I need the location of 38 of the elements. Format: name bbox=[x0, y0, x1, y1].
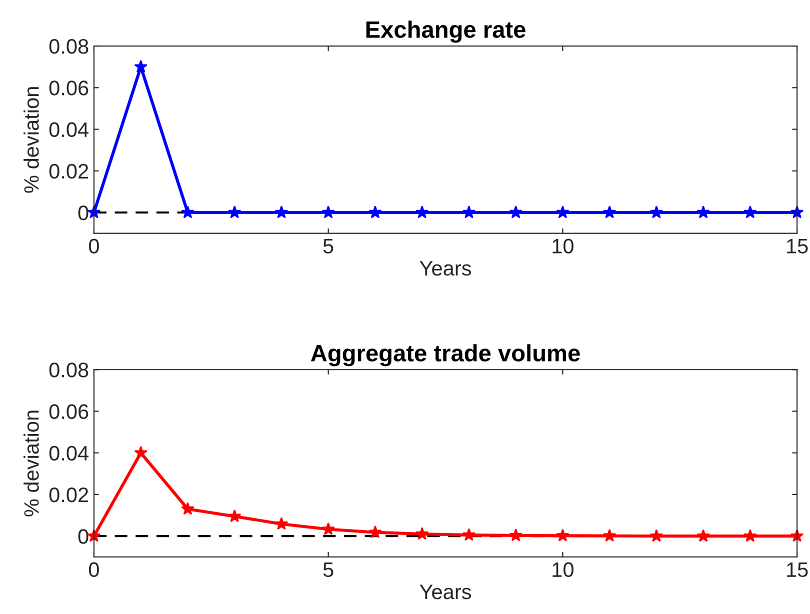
x-tick-label: 0 bbox=[88, 238, 99, 254]
point bbox=[181, 502, 194, 515]
y-tick-label: 0.02 bbox=[49, 487, 88, 502]
x-tick-label: 5 bbox=[323, 562, 334, 578]
point bbox=[650, 529, 664, 542]
point bbox=[134, 446, 148, 459]
y-tick-label: 0.04 bbox=[49, 122, 88, 138]
y-tick-label: 0.04 bbox=[49, 446, 88, 461]
x-axis-title: Years bbox=[420, 584, 472, 600]
point bbox=[415, 527, 429, 540]
point bbox=[744, 529, 757, 542]
y-axis-title: % deviation bbox=[24, 87, 39, 193]
x-tick-label: 5 bbox=[323, 238, 334, 254]
y-tick-label: 0.08 bbox=[49, 39, 88, 54]
y-tick-label: 0.08 bbox=[49, 362, 88, 378]
point bbox=[509, 528, 522, 542]
point bbox=[228, 509, 242, 522]
point bbox=[274, 517, 288, 530]
point bbox=[368, 525, 382, 538]
point bbox=[602, 528, 616, 542]
point bbox=[322, 522, 335, 535]
y-tick-label: 0.06 bbox=[49, 80, 88, 96]
point bbox=[556, 528, 570, 542]
x-tick-label: 15 bbox=[787, 238, 808, 254]
x-tick-label: 10 bbox=[552, 238, 574, 254]
x-axis-title: Years bbox=[420, 261, 472, 276]
y-tick-label: 0.06 bbox=[49, 404, 88, 419]
y-tick-label: 0.02 bbox=[49, 164, 88, 179]
chart-title: Exchange rate bbox=[366, 20, 526, 43]
y-tick-label: 0 bbox=[78, 529, 88, 544]
chart-title: Aggregate trade volume bbox=[310, 344, 580, 366]
x-tick-label: 10 bbox=[552, 562, 574, 578]
x-tick-label: 15 bbox=[787, 562, 808, 578]
y-tick-label: 0 bbox=[78, 206, 88, 220]
y-axis-title: % deviation bbox=[24, 410, 39, 516]
point bbox=[462, 528, 476, 541]
point bbox=[696, 529, 710, 542]
x-tick-label: 0 bbox=[88, 562, 99, 578]
